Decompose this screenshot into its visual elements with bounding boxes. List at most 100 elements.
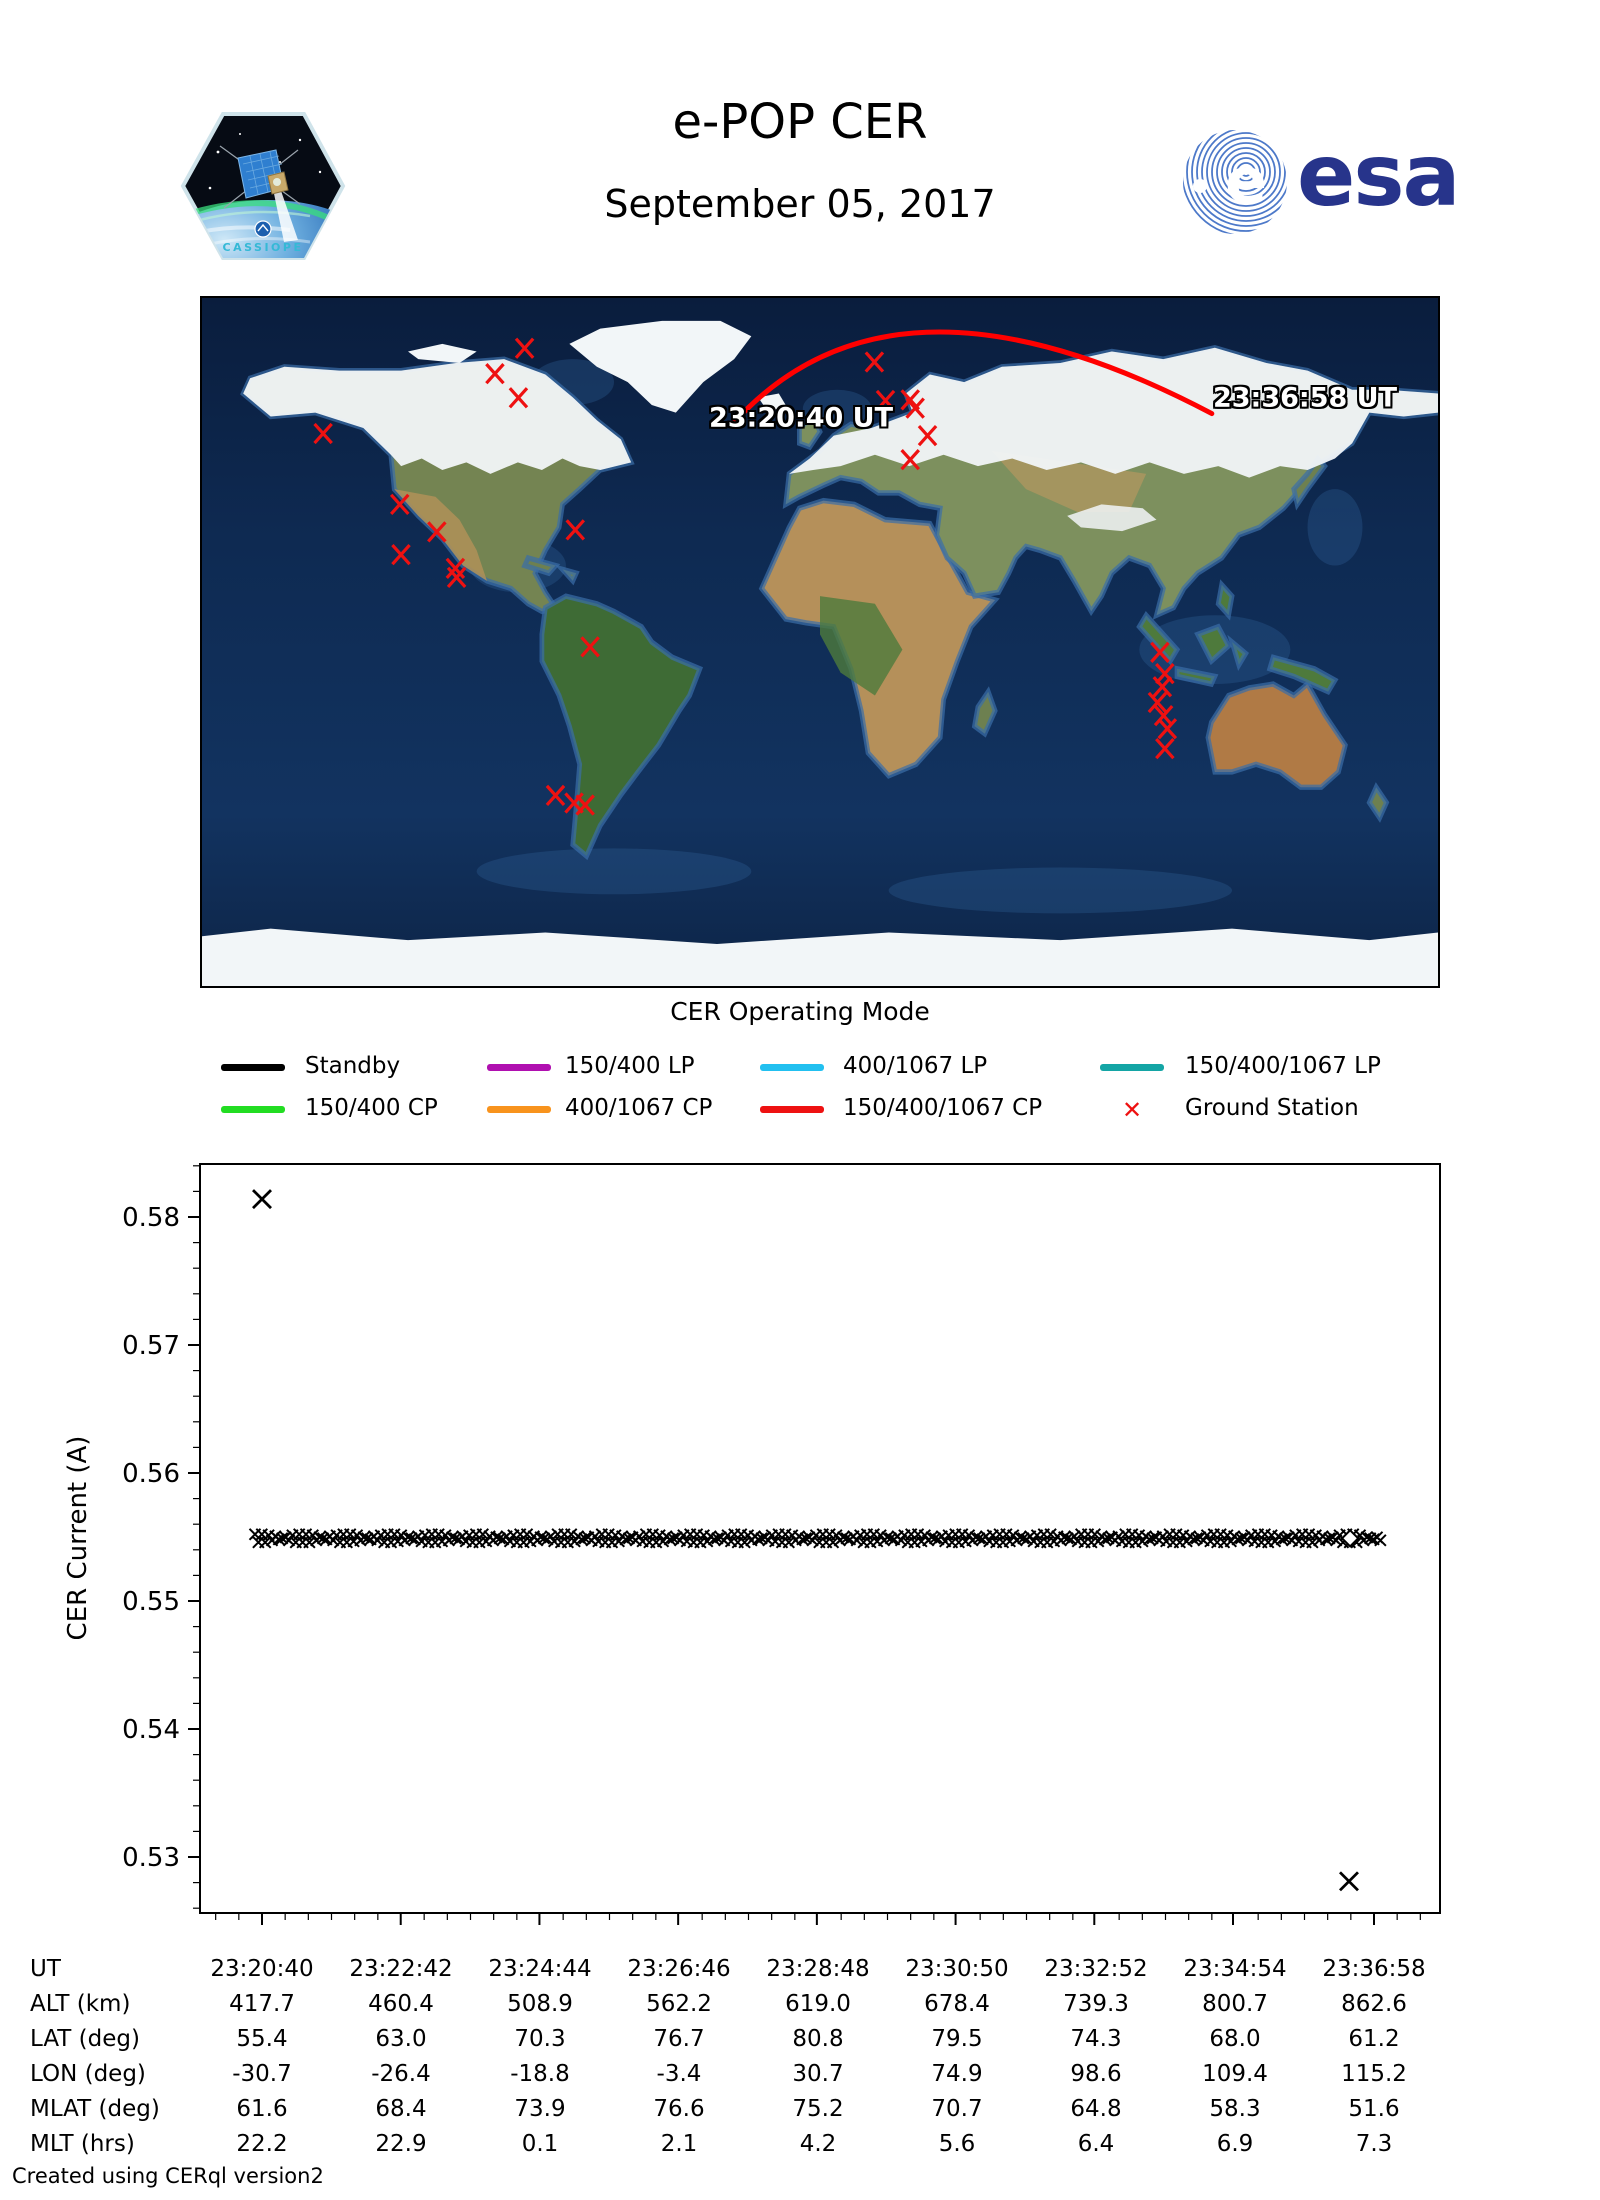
plot-frame (199, 1163, 1441, 1914)
patch-satellite (219, 145, 301, 209)
legend-ground-station-icon: ✕ (1122, 1096, 1143, 1124)
esa-globe-icon: e (1183, 130, 1287, 234)
legend-swatch (221, 1106, 285, 1113)
table-row-label: UT (30, 1956, 61, 1982)
table-cell: 74.9 (931, 2061, 983, 2087)
baseline-band (248, 1528, 1387, 1549)
table-cell: -3.4 (656, 2061, 702, 2087)
table-row-label: LAT (deg) (30, 2026, 140, 2052)
table-row-label: ALT (km) (30, 1991, 131, 2017)
table-cell: 460.4 (368, 1991, 434, 2017)
ground-station-marker (567, 520, 584, 539)
diamond-marker (1340, 1528, 1360, 1548)
patch-beam (272, 182, 298, 242)
table-cell: 115.2 (1341, 2061, 1407, 2087)
table-cell: 678.4 (924, 1991, 990, 2017)
table-cell: 23:32:52 (1044, 1956, 1148, 1982)
table-cell: 70.7 (931, 2096, 983, 2122)
legend-label: 150/400/1067 LP (1185, 1053, 1381, 1079)
ground-station-marker (1149, 693, 1166, 712)
table-cell: 61.6 (236, 2096, 288, 2122)
legend-swatch (1100, 1064, 1164, 1071)
legend-swatch (221, 1064, 285, 1071)
trajectory-end-label: 23:36:58 UT (1212, 382, 1398, 414)
esa-logo-text: esa (1297, 126, 1461, 226)
table-cell: 73.9 (514, 2096, 566, 2122)
ground-station-marker (577, 796, 594, 815)
ground-station-marker (1151, 643, 1168, 662)
table-cell: 22.9 (375, 2131, 427, 2157)
table-cell: -18.8 (510, 2061, 570, 2087)
ground-station-marker (919, 426, 936, 445)
svg-text:0.57: 0.57 (122, 1331, 180, 1361)
ground-station-marker (907, 399, 924, 418)
legend-swatch (487, 1064, 551, 1071)
table-cell: 63.0 (375, 2026, 427, 2052)
table-cell: 68.4 (375, 2096, 427, 2122)
table-cell: 862.6 (1341, 1991, 1407, 2017)
ground-station-marker (877, 391, 894, 410)
table-cell: 76.7 (653, 2026, 705, 2052)
ground-station-marker (391, 495, 408, 514)
ground-station-marker (392, 545, 409, 564)
svg-text:0.58: 0.58 (122, 1203, 180, 1233)
table-cell: 2.1 (660, 2131, 698, 2157)
svg-text:0.54: 0.54 (122, 1715, 180, 1745)
ground-station-marker (1159, 719, 1176, 738)
ground-station-marker (428, 522, 445, 541)
ground-station-marker (447, 559, 464, 578)
table-row-label: MLT (hrs) (30, 2131, 135, 2157)
table-cell: -30.7 (232, 2061, 292, 2087)
ground-station-marker (486, 364, 503, 383)
table-cell: 70.3 (514, 2026, 566, 2052)
ground-station-marker (516, 339, 533, 358)
data-markers (248, 1189, 1387, 1892)
legend-swatch (760, 1106, 824, 1113)
cassiope-mission-patch: CASSIOPE (180, 112, 346, 260)
table-cell: 23:20:40 (210, 1956, 314, 1982)
axis-ticks (188, 1165, 1421, 1925)
table-cell: 75.2 (792, 2096, 844, 2122)
ground-station-marker (866, 352, 883, 371)
table-cell: 55.4 (236, 2026, 288, 2052)
table-cell: 98.6 (1070, 2061, 1122, 2087)
patch-label: CASSIOPE (223, 241, 304, 254)
page-title: e-POP CER (672, 94, 928, 150)
legend-label: 150/400/1067 CP (843, 1095, 1043, 1121)
table-cell: 80.8 (792, 2026, 844, 2052)
table-cell: 6.4 (1077, 2131, 1115, 2157)
table-cell: 619.0 (785, 1991, 851, 2017)
credit-text: Created using CERql version2 (12, 2164, 324, 2188)
table-cell: 23:24:44 (488, 1956, 592, 1982)
table-cell: 64.8 (1070, 2096, 1122, 2122)
table-cell: 562.2 (646, 1991, 712, 2017)
world-map-svg (202, 298, 1441, 986)
legend-label: 400/1067 CP (565, 1095, 713, 1121)
table-cell: 74.3 (1070, 2026, 1122, 2052)
legend-swatch (760, 1064, 824, 1071)
ground-station-marker (448, 568, 465, 587)
table-cell: 79.5 (931, 2026, 983, 2052)
table-cell: 23:36:58 (1322, 1956, 1426, 1982)
y-tick-labels: 0.53 0.54 0.55 0.56 0.57 0.58 (122, 1203, 180, 1873)
table-cell: 68.0 (1209, 2026, 1261, 2052)
table-cell: 22.2 (236, 2131, 288, 2157)
world-map: 23:20:40 UT 23:36:58 UT (200, 296, 1441, 988)
table-cell: 23:22:42 (349, 1956, 453, 1982)
legend-label: Ground Station (1185, 1095, 1359, 1121)
legend-title: CER Operating Mode (670, 997, 930, 1026)
table-cell: 6.9 (1216, 2131, 1254, 2157)
trajectory-start-label: 23:20:40 UT (708, 402, 894, 434)
svg-text:0.56: 0.56 (122, 1459, 180, 1489)
table-cell: 23:30:50 (905, 1956, 1009, 1982)
table-cell: 417.7 (229, 1991, 295, 2017)
ground-station-marker (1154, 677, 1171, 696)
ground-station-marker (510, 388, 527, 407)
table-cell: 51.6 (1348, 2096, 1400, 2122)
table-cell: 23:34:54 (1183, 1956, 1287, 1982)
table-cell: 5.6 (938, 2131, 976, 2157)
table-cell: 7.3 (1355, 2131, 1393, 2157)
cer-current-chart: 0.53 0.54 0.55 0.56 0.57 0.58 CER Current (A) (63, 1163, 1441, 1925)
patch-csa-roundel (254, 220, 272, 238)
